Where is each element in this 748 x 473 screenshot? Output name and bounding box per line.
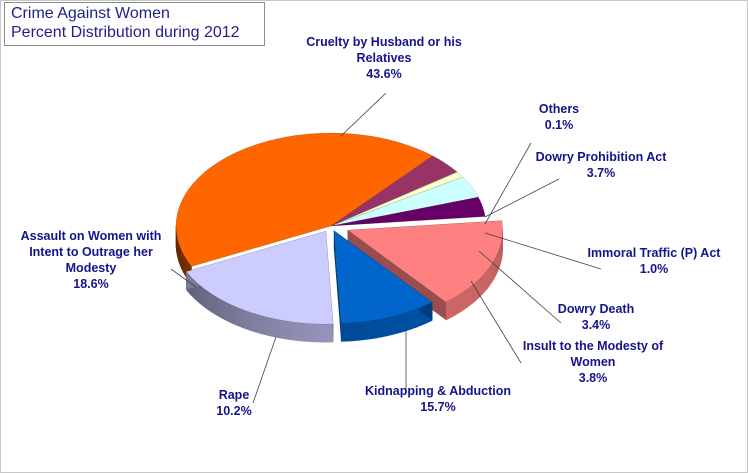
- pie-side-segment: [259, 314, 263, 335]
- pie-side-segment: [224, 301, 228, 322]
- pie-side-segment: [211, 293, 215, 314]
- leader-line: [478, 250, 562, 324]
- pie-side-segment: [317, 323, 322, 343]
- pie-side-segment: [251, 312, 255, 333]
- pie-side-segment: [288, 321, 292, 341]
- pie-side-segment: [228, 303, 232, 324]
- pie-side-segment: [226, 302, 230, 323]
- pie-slice: [185, 230, 334, 325]
- slice-category-label: Relatives: [357, 51, 412, 65]
- pie-side-segment: [256, 314, 261, 334]
- pie-slice: [330, 155, 458, 227]
- pie-side-segment: [209, 292, 212, 313]
- slice-category-label: Kidnapping & Abduction: [365, 384, 511, 398]
- pie-side-segment: [273, 318, 278, 338]
- pie-side-segment: [320, 323, 325, 343]
- pie-side-segment: [270, 317, 275, 338]
- chart-title-box: Crime Against Women Percent Distribution…: [4, 2, 265, 46]
- slice-value-label: 0.1%: [545, 118, 574, 132]
- slice-category-label: Assault on Women with: [21, 229, 162, 243]
- pie-side-segment: [285, 320, 289, 340]
- pie-side-segment: [231, 304, 235, 325]
- pie-side-segment: [267, 317, 272, 337]
- pie-side-segment: [323, 323, 328, 343]
- slice-value-label: 3.7%: [587, 166, 616, 180]
- pie-side-segment: [296, 322, 301, 342]
- pie-side-segment: [233, 305, 237, 326]
- pie-side-segment: [282, 320, 286, 340]
- pie-side-segment: [241, 308, 245, 329]
- leader-line: [252, 336, 277, 404]
- pie-slice: [330, 176, 479, 227]
- pie-side-segment: [279, 319, 283, 339]
- slice-value-label: 3.8%: [579, 371, 608, 385]
- pie-slice: [330, 171, 458, 227]
- leader-line: [484, 178, 560, 218]
- slice-value-label: 1.0%: [640, 262, 669, 276]
- slice-category-label: Modesty: [66, 261, 117, 275]
- pie-side-segment: [293, 321, 298, 341]
- pie-side-segment: [262, 315, 266, 336]
- pie-slice: [346, 220, 503, 303]
- pie-side-segment: [215, 296, 219, 317]
- pie-side-segment: [238, 307, 242, 328]
- pie-side-segment: [222, 299, 225, 321]
- slice-value-label: 15.7%: [420, 400, 455, 414]
- slice-value-label: 3.4%: [582, 318, 611, 332]
- pie-side-segment: [311, 323, 316, 343]
- chart-title-line-2: Percent Distribution during 2012: [11, 24, 240, 41]
- slice-category-label: Insult to the Modesty of: [523, 339, 664, 353]
- pie-side-segment: [276, 318, 280, 339]
- slice-category-label: Dowry Prohibition Act: [536, 150, 668, 164]
- pie-side-segment: [248, 311, 253, 332]
- pie-side-segment: [314, 323, 319, 343]
- pie-side-segment: [308, 323, 313, 343]
- pie-side-segment: [305, 323, 310, 342]
- leader-line: [484, 142, 532, 225]
- slice-value-label: 18.6%: [73, 277, 108, 291]
- slice-category-label: Dowry Death: [558, 302, 634, 316]
- pie-side-segment: [219, 298, 223, 319]
- pie-side-segment: [265, 316, 269, 336]
- pie-side-segment: [236, 306, 240, 327]
- pie-side-segment: [302, 322, 307, 342]
- leader-line: [484, 232, 602, 270]
- pie-side-segment: [254, 313, 258, 333]
- pie-side-segment: [243, 309, 247, 330]
- pie-slice: [333, 229, 433, 324]
- chart-title-line-1: Crime Against Women: [11, 5, 170, 22]
- pie-side-segment: [246, 310, 250, 331]
- pie-cut-face: [333, 230, 342, 342]
- pie-side-segment: [326, 323, 331, 343]
- slice-category-label: Women: [571, 355, 616, 369]
- pie-side-segment: [445, 300, 449, 321]
- pie-side-segment: [217, 297, 221, 318]
- slice-category-label: Cruelty by Husband or his: [306, 35, 462, 49]
- slice-value-label: 10.2%: [216, 404, 251, 418]
- pie-side-segment: [290, 321, 295, 341]
- leader-line: [170, 268, 197, 288]
- slice-category-label: Rape: [219, 388, 250, 402]
- slice-category-label: Immoral Traffic (P) Act: [588, 246, 722, 260]
- pie-side-segment: [299, 322, 304, 342]
- leader-line: [470, 280, 522, 364]
- pie-slice: [175, 132, 434, 267]
- leader-line: [340, 92, 387, 137]
- slice-category-label: Intent to Outrage her: [29, 245, 153, 259]
- slice-value-label: 43.6%: [366, 67, 401, 81]
- pie-slice: [330, 171, 464, 227]
- pie-side-segment: [340, 323, 344, 342]
- slice-category-label: Others: [539, 102, 579, 116]
- pie-side-segment: [213, 294, 217, 316]
